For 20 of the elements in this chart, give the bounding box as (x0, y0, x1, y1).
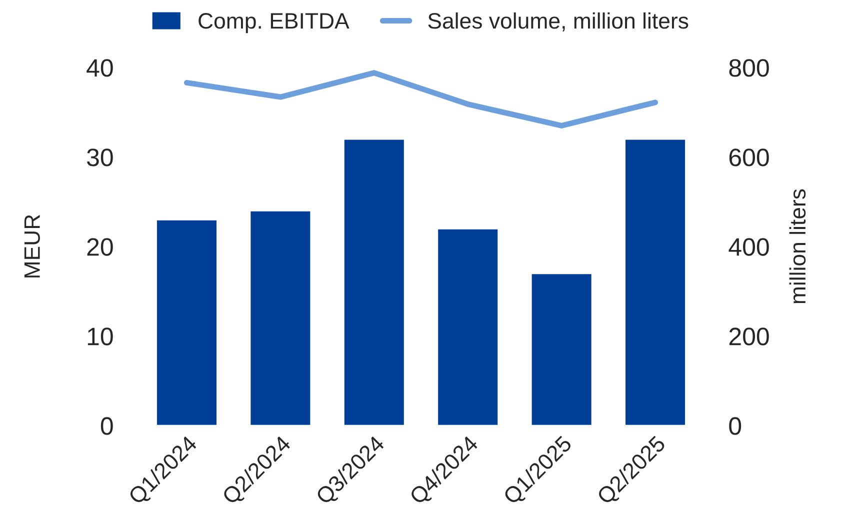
y-tick-label: 0 (100, 417, 113, 435)
legend-label: Comp. EBITDA (198, 13, 350, 34)
y-tick-label: 40 (86, 59, 113, 77)
bar (530, 272, 593, 426)
y2-tick-label: 800 (729, 59, 769, 77)
bar (249, 210, 312, 426)
y-tick-label: 10 (88, 328, 113, 346)
y2-tick-label: 200 (729, 328, 769, 346)
bar (342, 138, 406, 426)
y-tick-label: 20 (87, 238, 113, 256)
y-tick-label: 30 (86, 148, 113, 166)
y2-tick-label: 600 (729, 148, 769, 166)
legend-label: Sales volume, million liters (428, 12, 688, 32)
y2-axis-title: million liters (789, 189, 806, 304)
bar (436, 228, 500, 426)
y2-tick-label: 400 (728, 238, 769, 256)
y2-tick-label: 0 (729, 417, 742, 435)
y-axis-title: MEUR (24, 214, 40, 278)
bar (156, 218, 218, 426)
bar (624, 138, 686, 426)
